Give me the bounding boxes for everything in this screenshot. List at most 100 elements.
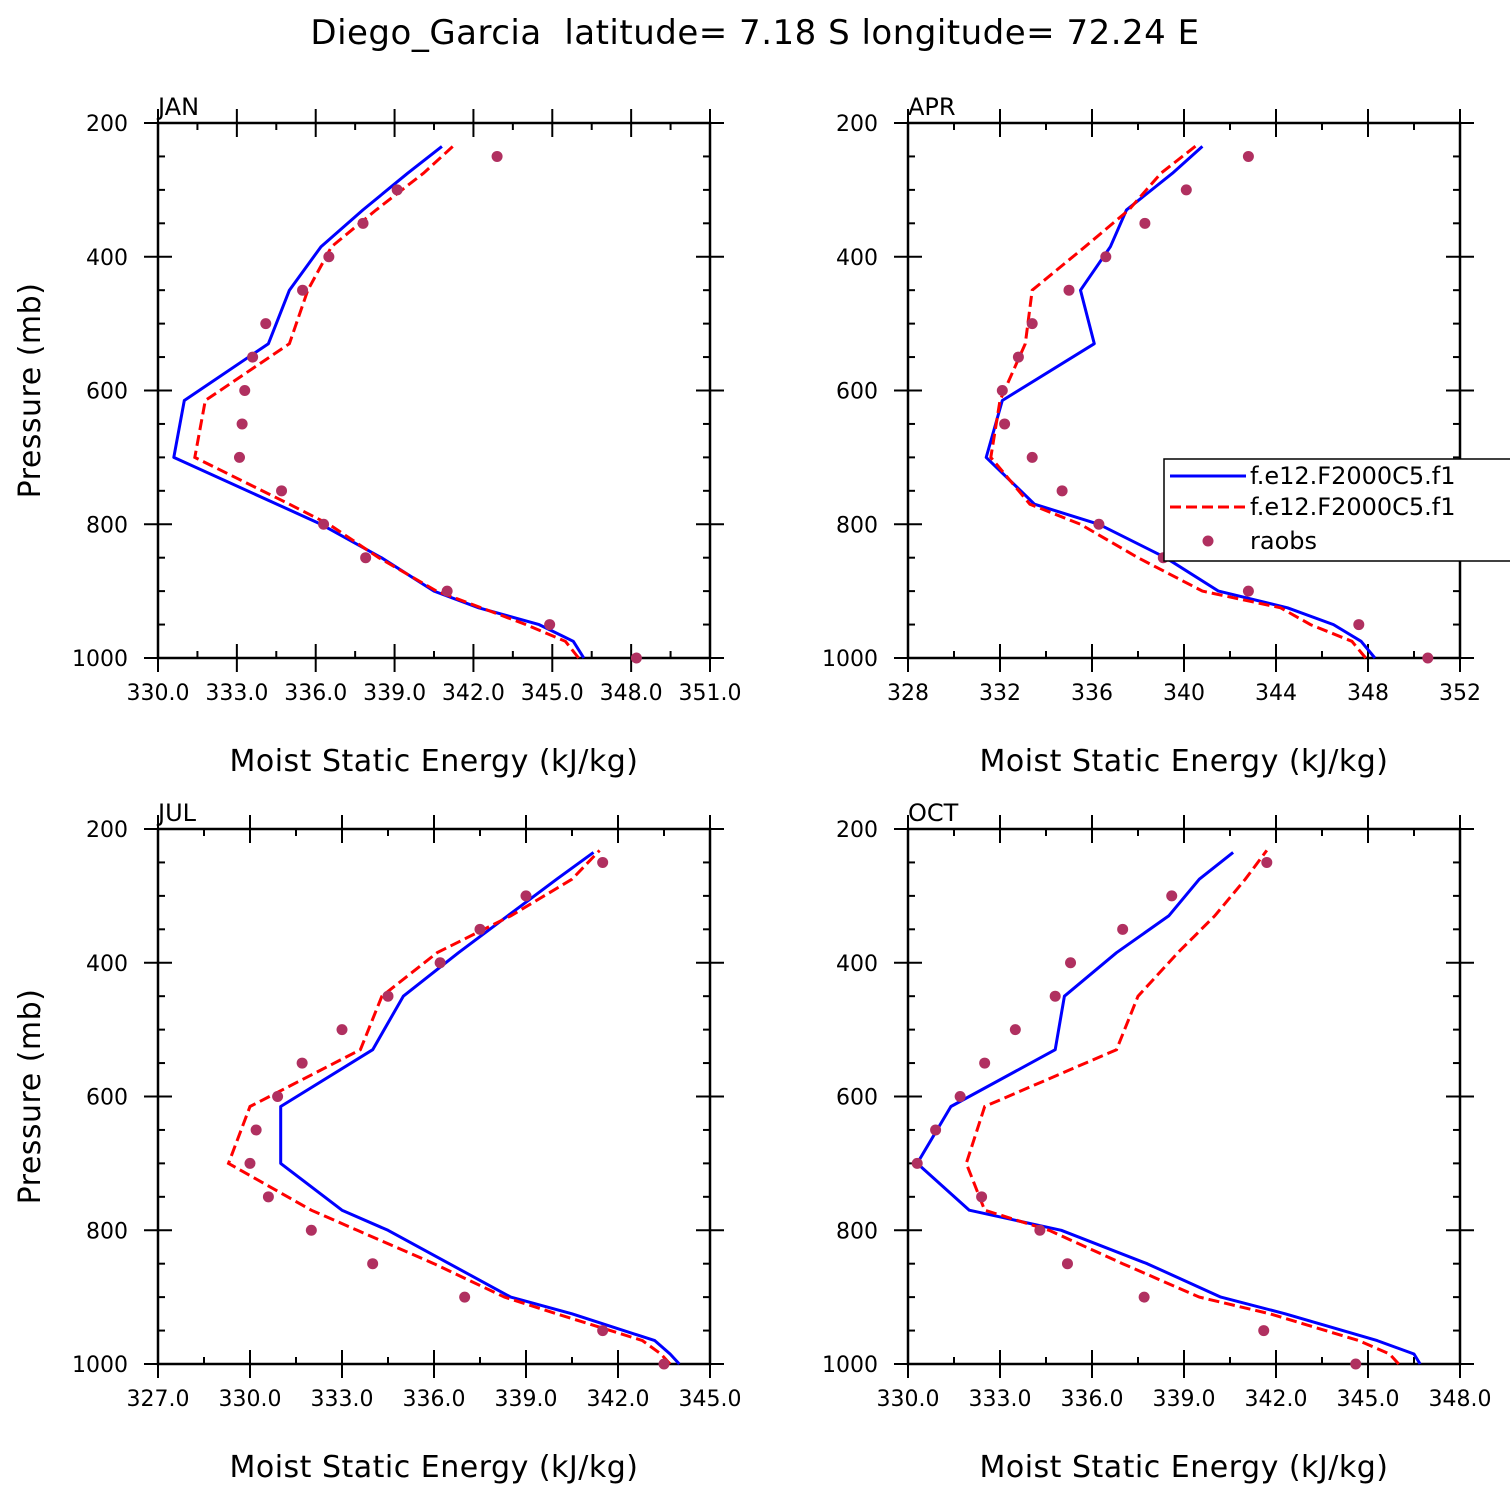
- panel-oct: OCT 200 400 600 800 1000 330.0 333.0 336.0 339.0 3…: [822, 799, 1491, 1485]
- raobs-point: [597, 1325, 609, 1337]
- raobs-point: [244, 1157, 256, 1169]
- raobs-point: [1063, 284, 1075, 296]
- raobs-point: [544, 619, 556, 631]
- raobs-point: [976, 1191, 988, 1203]
- y-tick-label: 600: [836, 380, 878, 405]
- raobs-point: [318, 518, 330, 530]
- raobs-point: [1117, 923, 1129, 935]
- raobs-point: [1422, 652, 1434, 664]
- raobs-point: [260, 318, 272, 330]
- raobs-point: [434, 957, 446, 969]
- raobs-point: [1049, 990, 1061, 1002]
- y-tick-label: 800: [836, 1219, 878, 1244]
- raobs-point: [1138, 1291, 1150, 1303]
- y-tick-label: 1000: [72, 647, 128, 672]
- y-tick-label: 800: [86, 1219, 128, 1244]
- y-tick-label: 400: [86, 246, 128, 271]
- raobs-point: [1034, 1224, 1046, 1236]
- x-tick-label: 339.0: [363, 681, 426, 706]
- y-axis-label: Pressure (mb): [13, 283, 48, 499]
- panel-month-label: APR: [908, 93, 956, 121]
- series-line-model1: [984, 145, 1377, 659]
- y-tick-label: 800: [86, 513, 128, 538]
- x-tick-label: 339.0: [1153, 1387, 1216, 1412]
- y-tick-label: 1000: [822, 647, 878, 672]
- raobs-point: [233, 451, 245, 463]
- panel-apr: APR 200 400 600 800 1000 328 332 336 340 344 348 352…: [822, 93, 1481, 779]
- y-tick-label: 200: [86, 818, 128, 843]
- panel-jan: JAN 200 400 600 800 1000 330.0 333.0 336.0 339.0 3…: [13, 93, 741, 779]
- raobs-point: [441, 585, 453, 597]
- raobs-point: [999, 418, 1011, 430]
- panels: JAN 200 400 600 800 1000 330.0 333.0 336.0 339.0 3…: [13, 93, 1491, 1485]
- x-tick-label: 345.0: [679, 1387, 742, 1412]
- raobs-point: [1139, 217, 1151, 229]
- series-line-model1: [915, 851, 1422, 1365]
- raobs-point: [391, 184, 403, 196]
- x-tick-label: 342.0: [587, 1387, 650, 1412]
- raobs-point: [1061, 1258, 1073, 1270]
- raobs-point: [1180, 184, 1192, 196]
- y-tick-label: 400: [836, 246, 878, 271]
- legend-label: f.e12.F2000C5.f1: [1250, 462, 1456, 490]
- x-tick-label: 330.0: [219, 1387, 282, 1412]
- raobs-point: [323, 251, 335, 263]
- x-tick-label: 345.0: [521, 681, 584, 706]
- x-tick-label: 340: [1163, 681, 1205, 706]
- x-tick-label: 336.0: [284, 681, 347, 706]
- x-tick-label: 330.0: [127, 681, 190, 706]
- panel-month-label: JAN: [156, 93, 199, 121]
- series-line-model2: [989, 143, 1367, 659]
- raobs-point: [520, 890, 532, 902]
- raobs-point: [1009, 1024, 1021, 1036]
- x-tick-label: 348.0: [1429, 1387, 1492, 1412]
- raobs-point: [276, 485, 288, 497]
- raobs-point: [1093, 518, 1105, 530]
- y-tick-label: 600: [86, 1086, 128, 1111]
- x-tick-label: 342.0: [1245, 1387, 1308, 1412]
- raobs-point: [360, 552, 372, 564]
- raobs-point: [236, 418, 248, 430]
- x-tick-label: 336.0: [403, 1387, 466, 1412]
- legend-swatch-marker: [1202, 535, 1214, 547]
- y-tick-label: 400: [86, 952, 128, 977]
- y-tick-label: 400: [836, 952, 878, 977]
- x-axis-label: Moist Static Energy (kJ/kg): [979, 1450, 1388, 1485]
- x-tick-label: 348: [1347, 681, 1389, 706]
- raobs-point: [1100, 251, 1112, 263]
- raobs-point: [1242, 150, 1254, 162]
- plot-frame: [906, 121, 1462, 660]
- y-tick-label: 200: [836, 112, 878, 137]
- legend: f.e12.F2000C5.f1 f.e12.F2000C5.f1 raobs: [1163, 458, 1510, 562]
- raobs-point: [658, 1358, 670, 1370]
- x-tick-label: 333.0: [969, 1387, 1032, 1412]
- raobs-point: [296, 1057, 308, 1069]
- x-axis-label: Moist Static Energy (kJ/kg): [229, 1450, 638, 1485]
- y-tick-label: 200: [86, 112, 128, 137]
- raobs-point: [367, 1258, 379, 1270]
- x-axis-label: Moist Static Energy (kJ/kg): [229, 744, 638, 779]
- raobs-point: [305, 1224, 317, 1236]
- x-tick-label: 348.0: [600, 681, 663, 706]
- raobs-point: [247, 351, 259, 363]
- raobs-point: [1026, 318, 1038, 330]
- series-line-model1: [279, 851, 681, 1366]
- plot-frame: [906, 827, 1462, 1366]
- raobs-point: [474, 923, 486, 935]
- y-axis-label: Pressure (mb): [13, 989, 48, 1205]
- y-tick-label: 1000: [822, 1353, 878, 1378]
- raobs-point: [911, 1157, 923, 1169]
- x-tick-label: 339.0: [495, 1387, 558, 1412]
- x-tick-label: 336: [1071, 681, 1113, 706]
- raobs-point: [1065, 957, 1077, 969]
- x-tick-label: 345.0: [1337, 1387, 1400, 1412]
- raobs-point: [272, 1091, 284, 1102]
- raobs-point: [336, 1024, 348, 1036]
- raobs-point: [954, 1091, 966, 1102]
- series-line-model1: [172, 145, 586, 659]
- x-tick-label: 333.0: [205, 681, 268, 706]
- y-tick-label: 800: [836, 513, 878, 538]
- y-tick-label: 600: [836, 1086, 878, 1111]
- raobs-point: [979, 1057, 991, 1069]
